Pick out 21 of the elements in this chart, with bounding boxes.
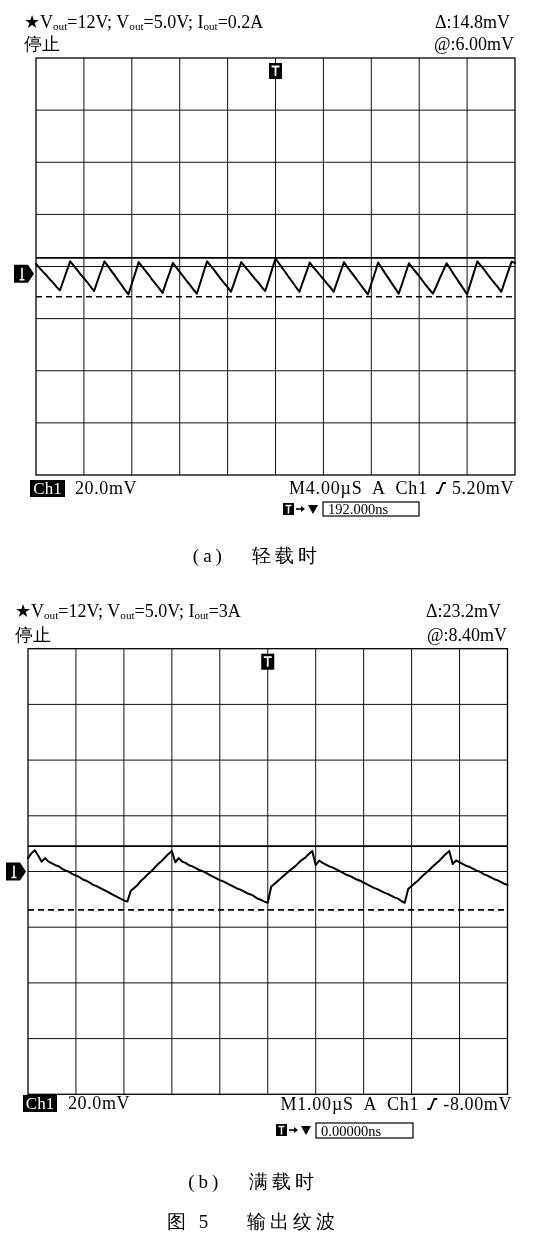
text: Ch1 [25,1094,55,1113]
text: Ch1 [33,479,62,498]
text: Δ:14.8mV [434,12,510,32]
text: (b) 满载时 [188,1171,318,1193]
text: M1.00µS A Ch1 [280,1094,420,1114]
text: (a) 轻载时 [192,545,322,567]
text: @:6.00mV [433,34,514,54]
text: M4.00µS A Ch1 [288,478,428,498]
text: 20.0mV [75,478,138,498]
text: 20.0mV [68,1093,131,1113]
chart-title: ★V$_{out}$=12V; V$_{out}$=5.0V; I$_{out}$=0.2A [24,12,264,32]
chart-subtitle: 停止 [15,625,51,645]
text: @:8.40mV [426,625,507,645]
text: 192.000ns [328,500,389,517]
text: -8.00mV [443,1094,512,1114]
text: Δ:23.2mV [425,601,501,621]
chart-subtitle: 停止 [24,34,60,54]
caption: 图 5 输出纹波 [166,1211,340,1232]
text: 5.20mV [451,478,514,498]
chart-title: ★V$_{out}$=12V; V$_{out}$=5.0V; I$_{out}$=3A [15,601,241,621]
text: 0.00000ns [321,1122,382,1139]
